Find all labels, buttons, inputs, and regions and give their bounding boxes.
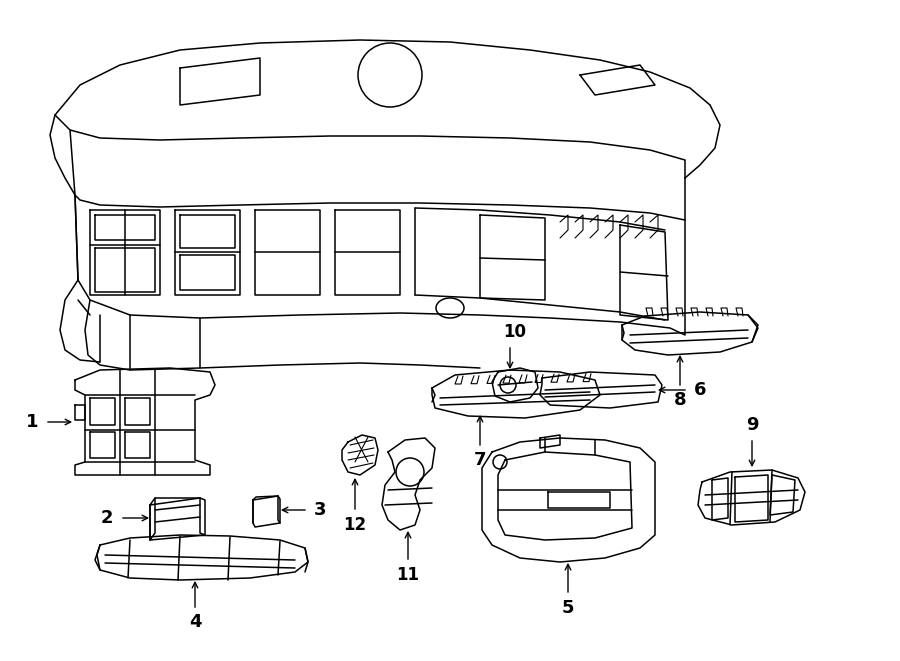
Text: 7: 7 (473, 451, 486, 469)
Text: 6: 6 (694, 381, 706, 399)
Text: 3: 3 (314, 501, 326, 519)
Text: 4: 4 (189, 613, 202, 631)
Text: 10: 10 (503, 323, 526, 341)
Text: 5: 5 (562, 599, 574, 617)
Text: 9: 9 (746, 416, 758, 434)
Text: 12: 12 (344, 516, 366, 534)
Text: 8: 8 (674, 391, 687, 409)
Text: 11: 11 (397, 566, 419, 584)
Text: 2: 2 (101, 509, 113, 527)
Text: 1: 1 (26, 413, 38, 431)
